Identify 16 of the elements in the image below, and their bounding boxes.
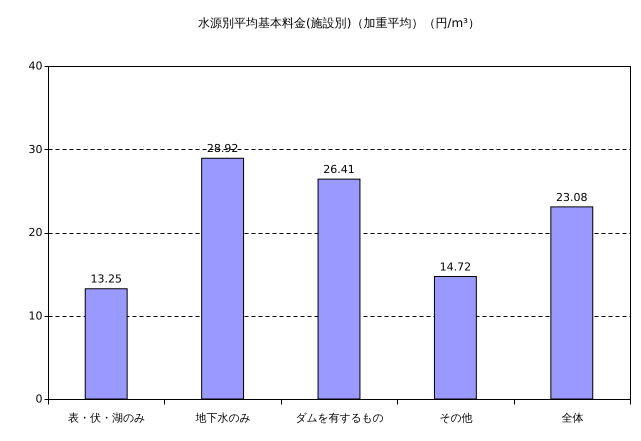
y-tick-label: 30: [28, 142, 42, 156]
data-label: 23.08: [556, 190, 588, 204]
x-tick-label: 地下水のみ: [194, 412, 251, 424]
y-tick-label: 40: [28, 60, 42, 72]
y-tick-label: 0: [36, 392, 42, 406]
x-tick-label: その他: [439, 412, 472, 424]
x-tick-label: ダムを有するもの: [296, 412, 384, 424]
data-label: 13.25: [90, 272, 122, 286]
data-label: 14.72: [440, 260, 472, 274]
data-label: 26.41: [323, 163, 355, 176]
x-tick-label: 表・伏・湖のみ: [68, 412, 146, 424]
chart-title: 水源別平均基本料金(施設別)（加重平均）（円/m³）: [198, 16, 480, 30]
data-label: 28.92: [206, 142, 238, 156]
y-tick-label: 10: [28, 309, 42, 322]
y-tick-label: 20: [28, 226, 42, 239]
x-tick-label: 全体: [561, 412, 584, 424]
